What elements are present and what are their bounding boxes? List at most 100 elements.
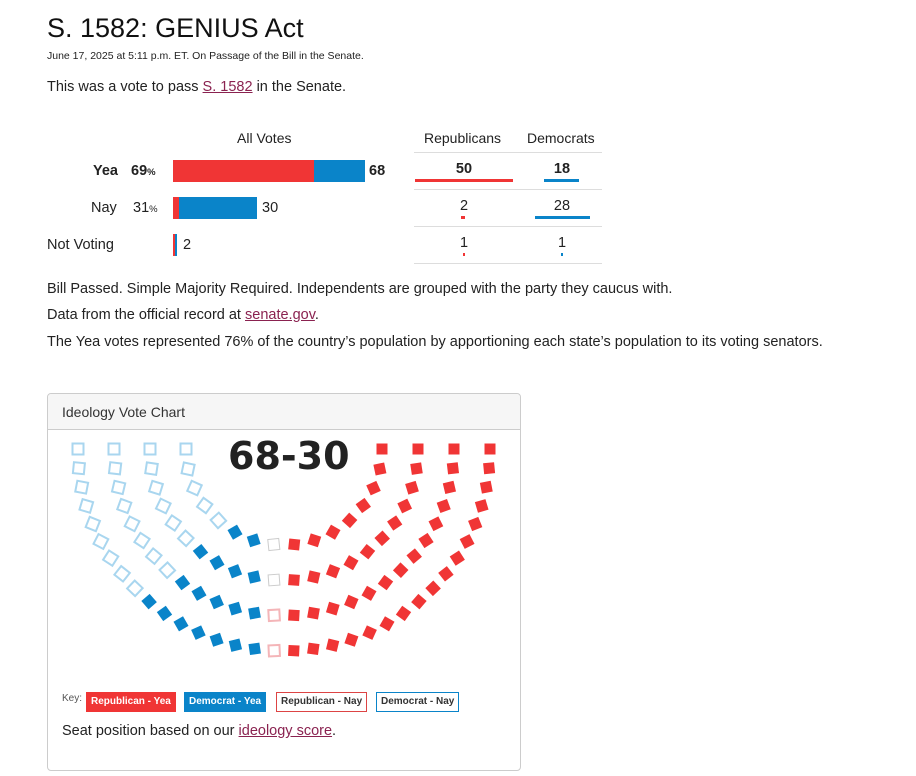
ideology-panel: Ideology Vote Chart 68-30 Key: Republica… [47,393,521,771]
seat-rep-yea [288,538,301,551]
seatnote-after: . [332,723,337,739]
seat-chart [71,442,496,658]
row-label: Yea [93,163,118,179]
row-divider [414,263,602,264]
seat-dem-nay [180,461,196,477]
seat-dem-yea [248,606,261,620]
seat-rep-yea [442,480,457,495]
seat-dem-nay [185,479,204,497]
seat-dem-nay [158,561,177,580]
seat-dem-yea [246,533,261,548]
seat-dem-yea [156,605,173,622]
seat-dem-nay [112,564,132,583]
seat-not-voting [267,537,281,552]
seat-rep-yea [343,555,359,571]
seat-dem-nay [125,579,145,598]
seat-rep-yea [468,516,483,532]
seat-dem-yea [228,638,243,652]
seatnote-before: Seat position based on our [62,723,239,739]
seat-position-note: Seat position based on our ideology scor… [62,723,336,739]
yea-rep-bar [173,160,314,182]
seat-rep-yea [325,524,341,540]
seat-dem-yea [191,585,207,601]
ideology-score-link[interactable]: ideology score [238,723,333,739]
seat-rep-yea [359,543,376,560]
seat-rep-yea [307,642,320,656]
seat-dem-yea [247,570,261,584]
seat-rep-yea [288,609,300,622]
seat-rep-yea [387,515,403,531]
seat-dem-nay [107,442,121,456]
rep-count: 2 [459,198,469,214]
rep-count: 1 [459,235,469,251]
seat-rep-yea [448,443,460,455]
seat-dem-nay [132,531,152,550]
seat-rep-yea [483,462,496,475]
seat-dem-yea [228,601,243,616]
seat-rep-yea [405,480,419,495]
seat-rep-yea [411,593,427,610]
dem-count: 1 [557,235,567,251]
seat-rep-yea [425,580,441,597]
seat-rep-yea [436,498,451,514]
row-divider [414,226,602,227]
seat-dem-yea [173,616,189,632]
seat-dem-yea [174,574,191,591]
seat-rep-nay [267,643,281,658]
row-total: 2 [183,237,192,253]
page-title: S. 1582: GENIUS Act [47,13,304,43]
bill-link[interactable]: S. 1582 [202,79,253,95]
table-row-not-voting: Not Voting 2 1 1 [47,227,603,264]
vote-score: 68-30 [228,434,350,478]
seat-rep-yea [373,462,387,476]
seat-rep-yea [374,530,390,547]
key-label: Key: [62,693,83,704]
seat-dem-yea [209,632,224,647]
rep-count: 50 [455,161,473,177]
seat-dem-yea [227,564,243,579]
row-total: 68 [369,163,386,179]
seat-rep-yea [344,632,359,647]
seat-rep-yea [325,601,340,616]
seat-rep-yea [376,443,388,455]
nv-rep-bar [173,234,175,256]
header-republicans: Republicans [424,130,502,146]
seat-rep-yea [307,570,321,584]
row-percent: 31% [133,200,158,216]
source-note: Data from the official record at senate.… [47,307,319,323]
seat-dem-yea [209,555,225,571]
seat-dem-nay [71,461,86,476]
row-label: Not Voting [47,237,114,253]
row-percent: 69% [131,163,156,179]
seat-rep-yea [428,516,444,532]
rep-count-bar [461,216,465,219]
seat-rep-yea [325,638,340,652]
key-republican-yea: Republican - Yea [86,692,176,712]
dem-count: 18 [553,161,571,177]
seat-rep-yea [307,533,322,548]
seat-dem-yea [141,593,157,610]
seat-dem-nay [179,442,193,456]
seat-rep-yea [379,616,395,632]
senate-gov-link[interactable]: senate.gov [245,307,315,323]
key-democrat-yea: Democrat - Yea [184,692,267,712]
seat-rep-yea [446,462,460,475]
seat-rep-yea [397,498,413,514]
rep-count-bar [463,253,465,256]
rep-count-bar [415,179,513,182]
seat-dem-nay [154,497,172,515]
intro-text: This was a vote to pass S. 1582 in the S… [47,79,346,95]
intro-after: in the Senate. [252,79,347,95]
vote-dateline: June 17, 2025 at 5:11 p.m. ET. On Passag… [47,50,364,62]
seat-dem-nay [107,461,123,476]
seat-dem-nay [92,532,110,551]
panel-title: Ideology Vote Chart [48,394,520,430]
nv-dem-bar [175,234,177,256]
seat-rep-yea [325,564,341,579]
seat-rep-yea [392,562,409,578]
row-total: 30 [262,200,279,216]
dem-count-bar [561,253,563,256]
seat-dem-nay [164,513,183,533]
seat-rep-yea [418,532,434,549]
seat-rep-yea [479,480,493,494]
